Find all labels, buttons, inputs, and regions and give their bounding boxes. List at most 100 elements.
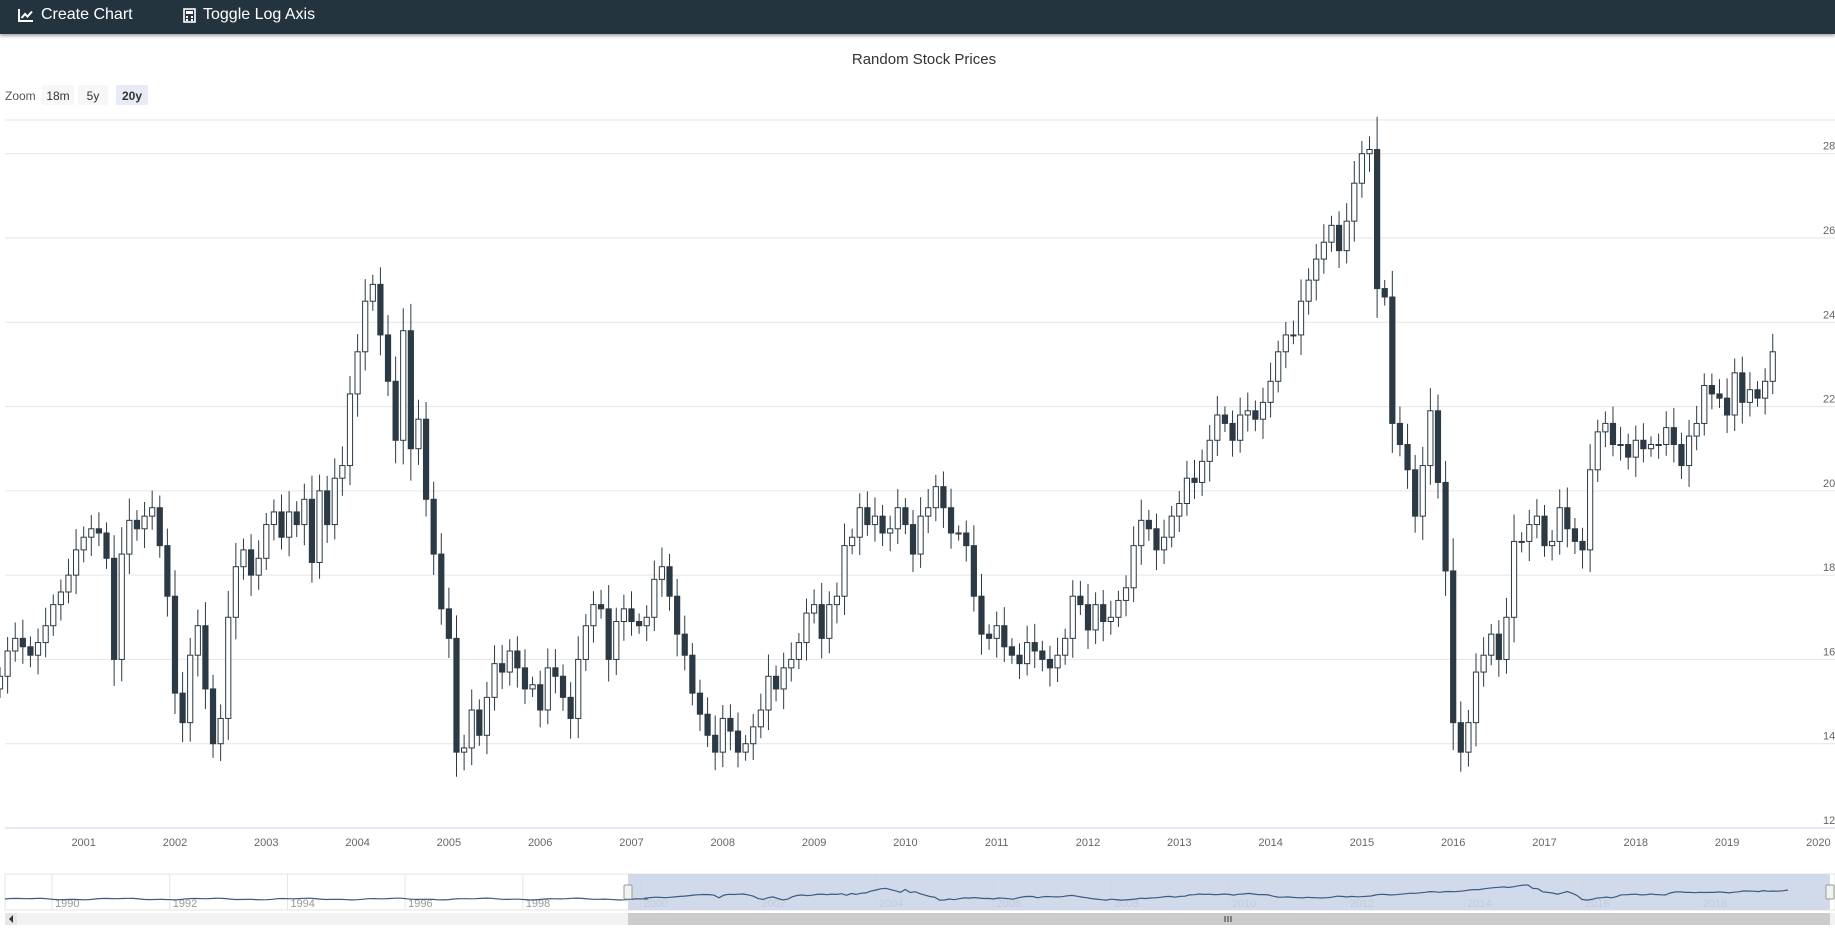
- y-axis-labels: 12 14 16 18 20 22 24 26 28: [1823, 141, 1835, 827]
- candle: [1046, 645, 1054, 687]
- candle: [400, 308, 407, 465]
- candle: [1472, 653, 1480, 747]
- candle: [894, 489, 901, 544]
- candle: [1062, 628, 1069, 665]
- candle: [1488, 624, 1495, 666]
- candle: [331, 458, 338, 540]
- candle: [255, 540, 262, 590]
- candle: [499, 644, 506, 690]
- candle: [1647, 436, 1655, 457]
- candle: [461, 734, 468, 771]
- zoom-button-5y[interactable]: 5y: [78, 85, 108, 105]
- candle: [263, 512, 270, 570]
- candle: [544, 648, 551, 725]
- candle: [1480, 637, 1487, 687]
- candle: [818, 582, 825, 659]
- navigator-tick-label: 1996: [408, 898, 432, 910]
- candle: [4, 637, 11, 694]
- candle: [742, 735, 749, 761]
- y-tick-label: 12: [1823, 815, 1835, 827]
- candle: [1335, 211, 1343, 269]
- candle: [1130, 526, 1137, 603]
- candle: [1320, 224, 1327, 274]
- navigator-handle-right[interactable]: [1825, 884, 1835, 900]
- candle: [324, 475, 331, 543]
- x-tick-label: 2008: [711, 837, 735, 849]
- create-chart-button[interactable]: Create Chart: [18, 0, 133, 30]
- candle: [34, 628, 42, 675]
- candle: [1100, 589, 1107, 642]
- candle: [1297, 279, 1305, 355]
- candle: [689, 643, 696, 706]
- candle: [1054, 637, 1061, 683]
- grid-lines: [5, 153, 1835, 745]
- y-tick-label: 14: [1823, 731, 1835, 743]
- candle: [1115, 590, 1122, 627]
- candle: [346, 376, 354, 486]
- candle: [1632, 425, 1639, 477]
- candle: [209, 674, 217, 758]
- candle: [1587, 444, 1594, 573]
- candle: [849, 528, 856, 555]
- y-tick-label: 24: [1823, 309, 1835, 321]
- candle: [1701, 373, 1708, 436]
- candle: [917, 497, 924, 568]
- candle: [1153, 513, 1160, 571]
- x-tick-label: 2011: [985, 837, 1009, 849]
- candle: [240, 538, 247, 580]
- candle: [476, 699, 483, 746]
- candle: [1389, 270, 1396, 453]
- candle: [788, 642, 795, 682]
- candle: [1313, 243, 1320, 301]
- zoom-button-18m[interactable]: 18m: [42, 85, 74, 105]
- candle: [1564, 487, 1571, 548]
- candle: [12, 622, 19, 662]
- toggle-log-axis-button[interactable]: Toggle Log Axis: [183, 0, 315, 30]
- x-tick-label: 2016: [1441, 837, 1465, 849]
- candle: [1328, 215, 1335, 252]
- candle: [1716, 379, 1723, 408]
- candle: [1001, 607, 1008, 662]
- candle: [955, 525, 962, 541]
- candle: [1237, 397, 1244, 453]
- candle: [1122, 575, 1130, 617]
- candle: [1039, 640, 1046, 672]
- candle: [1343, 203, 1350, 264]
- candle: [1024, 625, 1031, 676]
- candle: [1419, 446, 1426, 540]
- candle: [1579, 527, 1586, 569]
- navigator[interactable]: 1990199219941996199820002002200420062008…: [4, 873, 1835, 925]
- navigator-handle-left[interactable]: [623, 884, 633, 900]
- candle: [559, 664, 567, 711]
- candle: [468, 689, 475, 766]
- x-tick-label: 2018: [1624, 837, 1648, 849]
- candle: [833, 582, 841, 624]
- candle: [0, 667, 4, 699]
- y-tick-label: 22: [1823, 394, 1835, 406]
- candle: [902, 498, 909, 535]
- x-tick-label: 2017: [1532, 837, 1556, 849]
- candle: [765, 654, 772, 731]
- candle: [111, 535, 118, 686]
- candle: [133, 510, 141, 541]
- scrollbar-thumb[interactable]: [628, 913, 1830, 925]
- candle: [887, 515, 894, 552]
- candle: [795, 632, 802, 670]
- candle: [514, 636, 521, 688]
- navigator-mask[interactable]: [628, 874, 1830, 910]
- candle: [658, 547, 666, 597]
- candle: [1183, 460, 1191, 516]
- candle: [1731, 358, 1738, 432]
- candle: [727, 704, 734, 751]
- candle: [681, 615, 688, 671]
- candle: [1275, 340, 1282, 393]
- y-tick-label: 18: [1823, 562, 1835, 574]
- zoom-button-20y[interactable]: 20y: [116, 85, 148, 105]
- scrollbar-grip-icon: [1224, 916, 1232, 922]
- navigator-tick-label: 1994: [290, 898, 314, 910]
- zoom-button-label: 5y: [87, 89, 100, 103]
- candle: [1450, 538, 1457, 751]
- zoom-button-label: 18m: [46, 89, 69, 103]
- x-tick-label: 2009: [802, 837, 826, 849]
- candle: [1762, 368, 1769, 415]
